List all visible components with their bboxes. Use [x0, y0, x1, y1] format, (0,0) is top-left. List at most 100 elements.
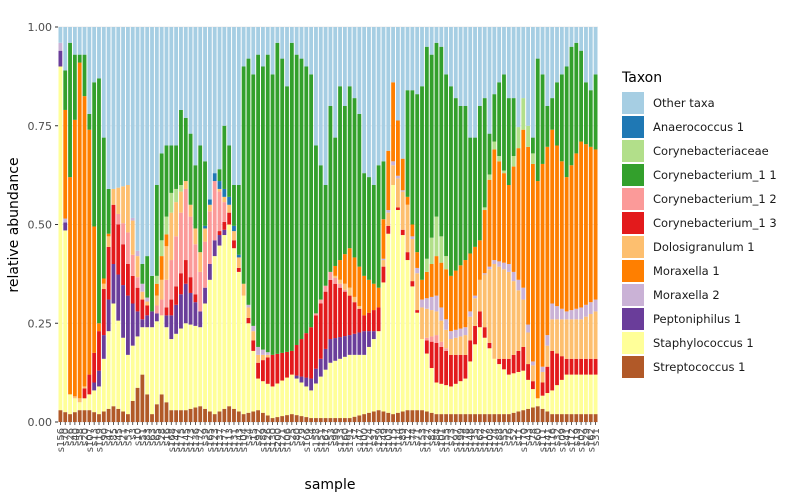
bar-segment: [164, 279, 169, 308]
bar-segment: [434, 343, 439, 383]
bar-segment: [579, 50, 584, 142]
bar-segment: [405, 90, 410, 197]
bar-segment: [333, 27, 338, 138]
bar-segment: [304, 377, 309, 387]
bar-segment: [232, 240, 236, 249]
bar-segment: [275, 42, 280, 354]
x-tick-label: s117: [480, 428, 491, 452]
bar-segment: [367, 331, 371, 347]
bar-segment: [506, 264, 511, 272]
bar-segment: [463, 335, 468, 355]
bar-segment: [207, 199, 212, 205]
bar-segment: [256, 378, 260, 411]
bar-segment: [511, 354, 516, 374]
bar-segment: [458, 354, 463, 382]
bar-segment: [468, 340, 473, 362]
bar-segment: [415, 27, 420, 95]
bar-segment: [453, 414, 458, 422]
y-tick-label: 0.75: [28, 120, 53, 133]
bar-segment: [371, 283, 376, 311]
bar-s47: [106, 27, 111, 422]
bars-layer: [58, 27, 598, 423]
bar-segment: [506, 358, 511, 375]
bar-segment: [333, 418, 338, 422]
bar-segment: [521, 299, 526, 347]
legend-key: [622, 164, 644, 186]
bar-segment: [203, 241, 207, 288]
bar-segment: [135, 27, 140, 251]
bar-segment: [439, 307, 444, 321]
bar-segment: [482, 337, 487, 415]
bar-segment: [420, 27, 424, 87]
bar-segment: [511, 412, 516, 422]
bar-segment: [169, 410, 174, 422]
bar-segment: [473, 344, 477, 415]
bar-segment: [130, 275, 135, 304]
bar-segment: [169, 299, 174, 316]
x-tick-label: s141: [543, 428, 554, 452]
bar-segment: [111, 188, 116, 205]
bar-segment: [164, 327, 169, 403]
bar-segment: [251, 27, 256, 75]
x-tick-label: s29: [581, 428, 592, 446]
bar-segment: [545, 393, 550, 412]
bar-segment: [58, 50, 63, 67]
bar-segment: [415, 410, 420, 422]
bar-segment: [357, 113, 362, 267]
bar-s151: [318, 27, 323, 422]
bar-segment: [265, 352, 270, 355]
bar-segment: [482, 207, 487, 211]
bar-segment: [68, 27, 72, 43]
bar-segment: [193, 407, 198, 422]
bar-segment: [424, 337, 429, 341]
legend-label: Corynebacterium_1 2: [653, 192, 777, 206]
x-tick-label: s106: [283, 428, 294, 452]
bar-segment: [477, 240, 482, 280]
bar-s58: [77, 27, 82, 422]
bar-segment: [145, 297, 150, 302]
bar-segment: [506, 271, 511, 359]
bar-segment: [511, 166, 516, 272]
bar-segment: [555, 319, 559, 354]
bar-segment: [502, 414, 506, 422]
bar-segment: [391, 414, 395, 422]
bar-segment: [482, 274, 487, 328]
bar-segment: [164, 27, 169, 146]
bar-segment: [188, 408, 193, 422]
bar-segment: [101, 335, 106, 359]
bar-segment: [135, 277, 140, 288]
bar-segment: [405, 410, 410, 422]
bar-segment: [482, 27, 487, 99]
bar-segment: [593, 414, 598, 422]
bar-segment: [222, 221, 227, 230]
bar-segment: [116, 213, 121, 225]
bar-segment: [429, 412, 434, 422]
bar-segment: [150, 27, 154, 276]
x-tick-label: s90: [99, 428, 110, 446]
legend: Taxon Other taxa Anaerococcus 1 Corynebact…: [621, 70, 777, 378]
bar-s175: [179, 27, 183, 422]
x-tick-label: s45: [114, 428, 125, 446]
bar-segment: [362, 414, 367, 422]
bar-segment: [145, 315, 150, 328]
x-tick-label: s12: [403, 428, 414, 446]
bar-segment: [246, 323, 251, 413]
bar-segment: [87, 374, 92, 395]
bar-segment: [63, 222, 68, 231]
x-tick-label: s178: [461, 428, 472, 452]
bar-segment: [270, 354, 275, 387]
bar-segment: [164, 216, 169, 235]
bar-segment: [179, 27, 183, 110]
bar-s85: [111, 27, 116, 422]
bar-segment: [159, 315, 164, 395]
x-tick-label: s166: [302, 428, 313, 452]
bar-segment: [294, 54, 299, 345]
bar-s116: [550, 27, 555, 422]
bar-segment: [314, 368, 318, 384]
bar-segment: [280, 58, 285, 353]
bar-segment: [261, 349, 265, 355]
x-axis: s156s70s26s40s58s20s107s13s119s90s47s85s…: [56, 422, 602, 452]
bar-segment: [323, 285, 328, 292]
x-tick-label: s123: [210, 428, 221, 452]
bar-segment: [106, 27, 111, 189]
